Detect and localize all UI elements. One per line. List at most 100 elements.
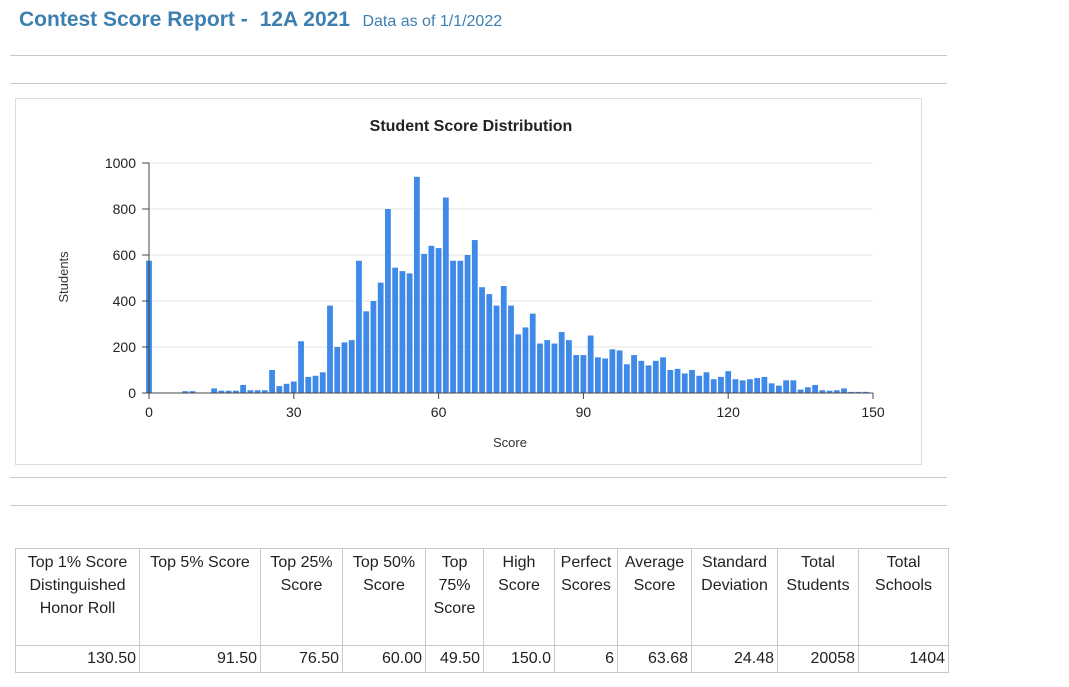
histogram-bar xyxy=(790,380,797,393)
histogram-bar xyxy=(225,390,232,393)
histogram-bar xyxy=(638,360,645,393)
histogram-bar xyxy=(334,347,341,393)
histogram-bar xyxy=(732,379,739,393)
histogram-bar xyxy=(305,376,312,393)
histogram-bar xyxy=(580,355,587,393)
histogram-bar xyxy=(631,355,637,393)
histogram-bar xyxy=(855,391,862,393)
col-total-students: Total Students xyxy=(777,548,859,646)
x-axis-label: Score xyxy=(493,435,527,450)
histogram-bar xyxy=(363,311,370,393)
x-tick-label: 120 xyxy=(717,404,741,420)
histogram-bar xyxy=(812,384,818,393)
histogram-bar xyxy=(862,391,869,393)
value-top-50-percent: 60.00 xyxy=(342,645,426,673)
histogram-bar xyxy=(247,390,254,393)
histogram-bar xyxy=(768,383,775,393)
histogram-bar xyxy=(283,383,290,393)
histogram-bar xyxy=(783,380,790,393)
value-top-75-percent: 49.50 xyxy=(425,645,484,673)
score-distribution-chart: 0 200 400 600 800 1000 0 30 60 90 120 150 Student S… xyxy=(15,98,922,465)
histogram-bar xyxy=(261,390,268,393)
report-header: Contest Score Report - 12A 2021 Data as o… xyxy=(19,8,502,32)
histogram-bar xyxy=(652,360,659,393)
histogram-bar xyxy=(290,381,297,393)
col-high-score: High Score xyxy=(483,548,555,646)
value-total-students: 20058 xyxy=(777,645,859,673)
histogram-bar xyxy=(189,391,196,393)
histogram-bar xyxy=(421,253,428,393)
histogram-bar xyxy=(689,370,695,393)
histogram-bar xyxy=(710,379,717,393)
histogram-bar xyxy=(348,340,355,393)
x-tick-label: 150 xyxy=(861,404,885,420)
histogram-bar xyxy=(276,386,283,393)
histogram-bar xyxy=(377,282,384,393)
histogram-bar xyxy=(848,391,855,393)
chart-title: Student Score Distribution xyxy=(370,118,573,135)
histogram-bar xyxy=(833,390,840,393)
x-tick-label: 0 xyxy=(145,404,153,420)
histogram-bar xyxy=(327,305,333,393)
histogram-bar xyxy=(761,376,768,393)
histogram-bar xyxy=(298,341,304,393)
value-average-score: 63.68 xyxy=(617,645,692,673)
histogram-bar xyxy=(508,305,514,393)
histogram-bar xyxy=(450,260,456,393)
col-top-1-percent: Top 1% Score Distinguished Honor Roll xyxy=(15,548,140,646)
y-tick-label: 400 xyxy=(113,293,137,309)
divider xyxy=(10,505,947,506)
col-top-5-percent: Top 5% Score xyxy=(139,548,261,646)
x-tick-label: 30 xyxy=(286,404,302,420)
x-tick-label: 90 xyxy=(576,404,592,420)
histogram-bar xyxy=(725,371,732,393)
histogram-bar xyxy=(841,388,847,393)
histogram-bar xyxy=(406,273,413,393)
histogram-bar xyxy=(370,301,377,393)
histogram-bar xyxy=(341,342,348,393)
histogram-bar xyxy=(681,373,688,393)
histogram-bar xyxy=(232,390,239,393)
histogram-bar xyxy=(544,340,551,393)
col-average-score: Average Score xyxy=(617,548,692,646)
histogram-bar xyxy=(435,248,442,393)
table-header-row: Top 1% Score Distinguished Honor Roll To… xyxy=(15,548,949,646)
histogram-bar xyxy=(269,370,275,393)
histogram-bar xyxy=(240,384,247,393)
divider xyxy=(10,55,947,56)
histogram-bar xyxy=(428,245,435,393)
histogram-bar xyxy=(739,380,746,393)
histogram-bar xyxy=(312,375,319,393)
histogram-bar xyxy=(182,391,189,393)
histogram-bar xyxy=(413,176,420,393)
y-axis-label: Students xyxy=(56,251,71,303)
value-perfect-scores: 6 xyxy=(554,645,618,673)
histogram-bar xyxy=(254,390,261,393)
histogram-bar xyxy=(515,334,522,393)
histogram-bar xyxy=(594,357,601,393)
value-high-score: 150.0 xyxy=(483,645,555,673)
histogram-bar xyxy=(775,385,782,393)
table-row: 130.50 91.50 76.50 60.00 49.50 150.0 6 6… xyxy=(15,645,949,673)
histogram-bar xyxy=(392,267,399,393)
histogram-bar xyxy=(464,255,471,393)
histogram-bar xyxy=(747,379,753,393)
divider xyxy=(10,477,947,478)
chart-svg: 0 200 400 600 800 1000 0 30 60 90 120 150 Student S… xyxy=(56,118,885,450)
title-prefix: Contest Score Report - xyxy=(19,8,248,31)
histogram-bar xyxy=(486,294,493,393)
col-top-75-percent: Top 75% Score xyxy=(425,548,484,646)
histogram-bar xyxy=(660,357,666,393)
histogram-bar xyxy=(587,335,594,393)
x-tick-label: 60 xyxy=(431,404,447,420)
histogram-bar xyxy=(602,358,609,393)
histogram-bar xyxy=(645,365,652,393)
value-top-1-percent: 130.50 xyxy=(15,645,140,673)
col-standard-deviation: Standard Deviation xyxy=(691,548,778,646)
histogram-bar xyxy=(356,260,362,393)
histogram-bar xyxy=(674,368,681,393)
histogram-bar xyxy=(442,197,449,393)
divider xyxy=(10,83,947,84)
y-tick-label: 0 xyxy=(128,385,136,401)
histogram-bar xyxy=(718,376,724,393)
